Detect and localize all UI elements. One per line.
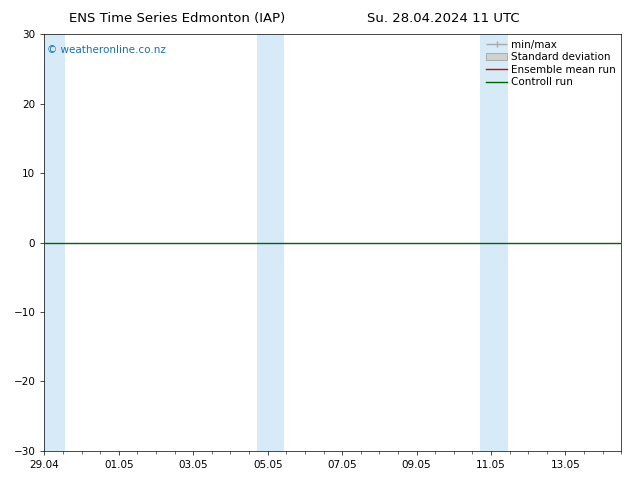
Legend: min/max, Standard deviation, Ensemble mean run, Controll run: min/max, Standard deviation, Ensemble me… xyxy=(484,37,618,89)
Bar xyxy=(480,34,491,451)
Text: Su. 28.04.2024 11 UTC: Su. 28.04.2024 11 UTC xyxy=(368,12,520,25)
Bar xyxy=(268,34,285,451)
Text: ENS Time Series Edmonton (IAP): ENS Time Series Edmonton (IAP) xyxy=(69,12,286,25)
Bar xyxy=(257,34,268,451)
Bar xyxy=(491,34,508,451)
Text: © weatheronline.co.nz: © weatheronline.co.nz xyxy=(48,45,166,55)
Bar xyxy=(44,34,65,451)
